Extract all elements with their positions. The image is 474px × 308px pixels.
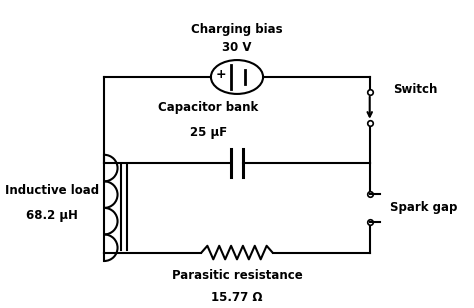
Text: Charging bias: Charging bias xyxy=(191,23,283,36)
Text: 15.77 Ω: 15.77 Ω xyxy=(211,291,263,304)
Text: Capacitor bank: Capacitor bank xyxy=(158,101,259,114)
Text: 30 V: 30 V xyxy=(222,41,252,54)
Text: Spark gap: Spark gap xyxy=(390,201,457,214)
Text: +: + xyxy=(216,68,227,81)
Text: Parasitic resistance: Parasitic resistance xyxy=(172,269,302,282)
Text: Inductive load: Inductive load xyxy=(5,184,99,197)
Text: Switch: Switch xyxy=(393,83,438,96)
Text: 68.2 μH: 68.2 μH xyxy=(26,209,78,222)
Text: 25 μF: 25 μF xyxy=(190,126,227,139)
